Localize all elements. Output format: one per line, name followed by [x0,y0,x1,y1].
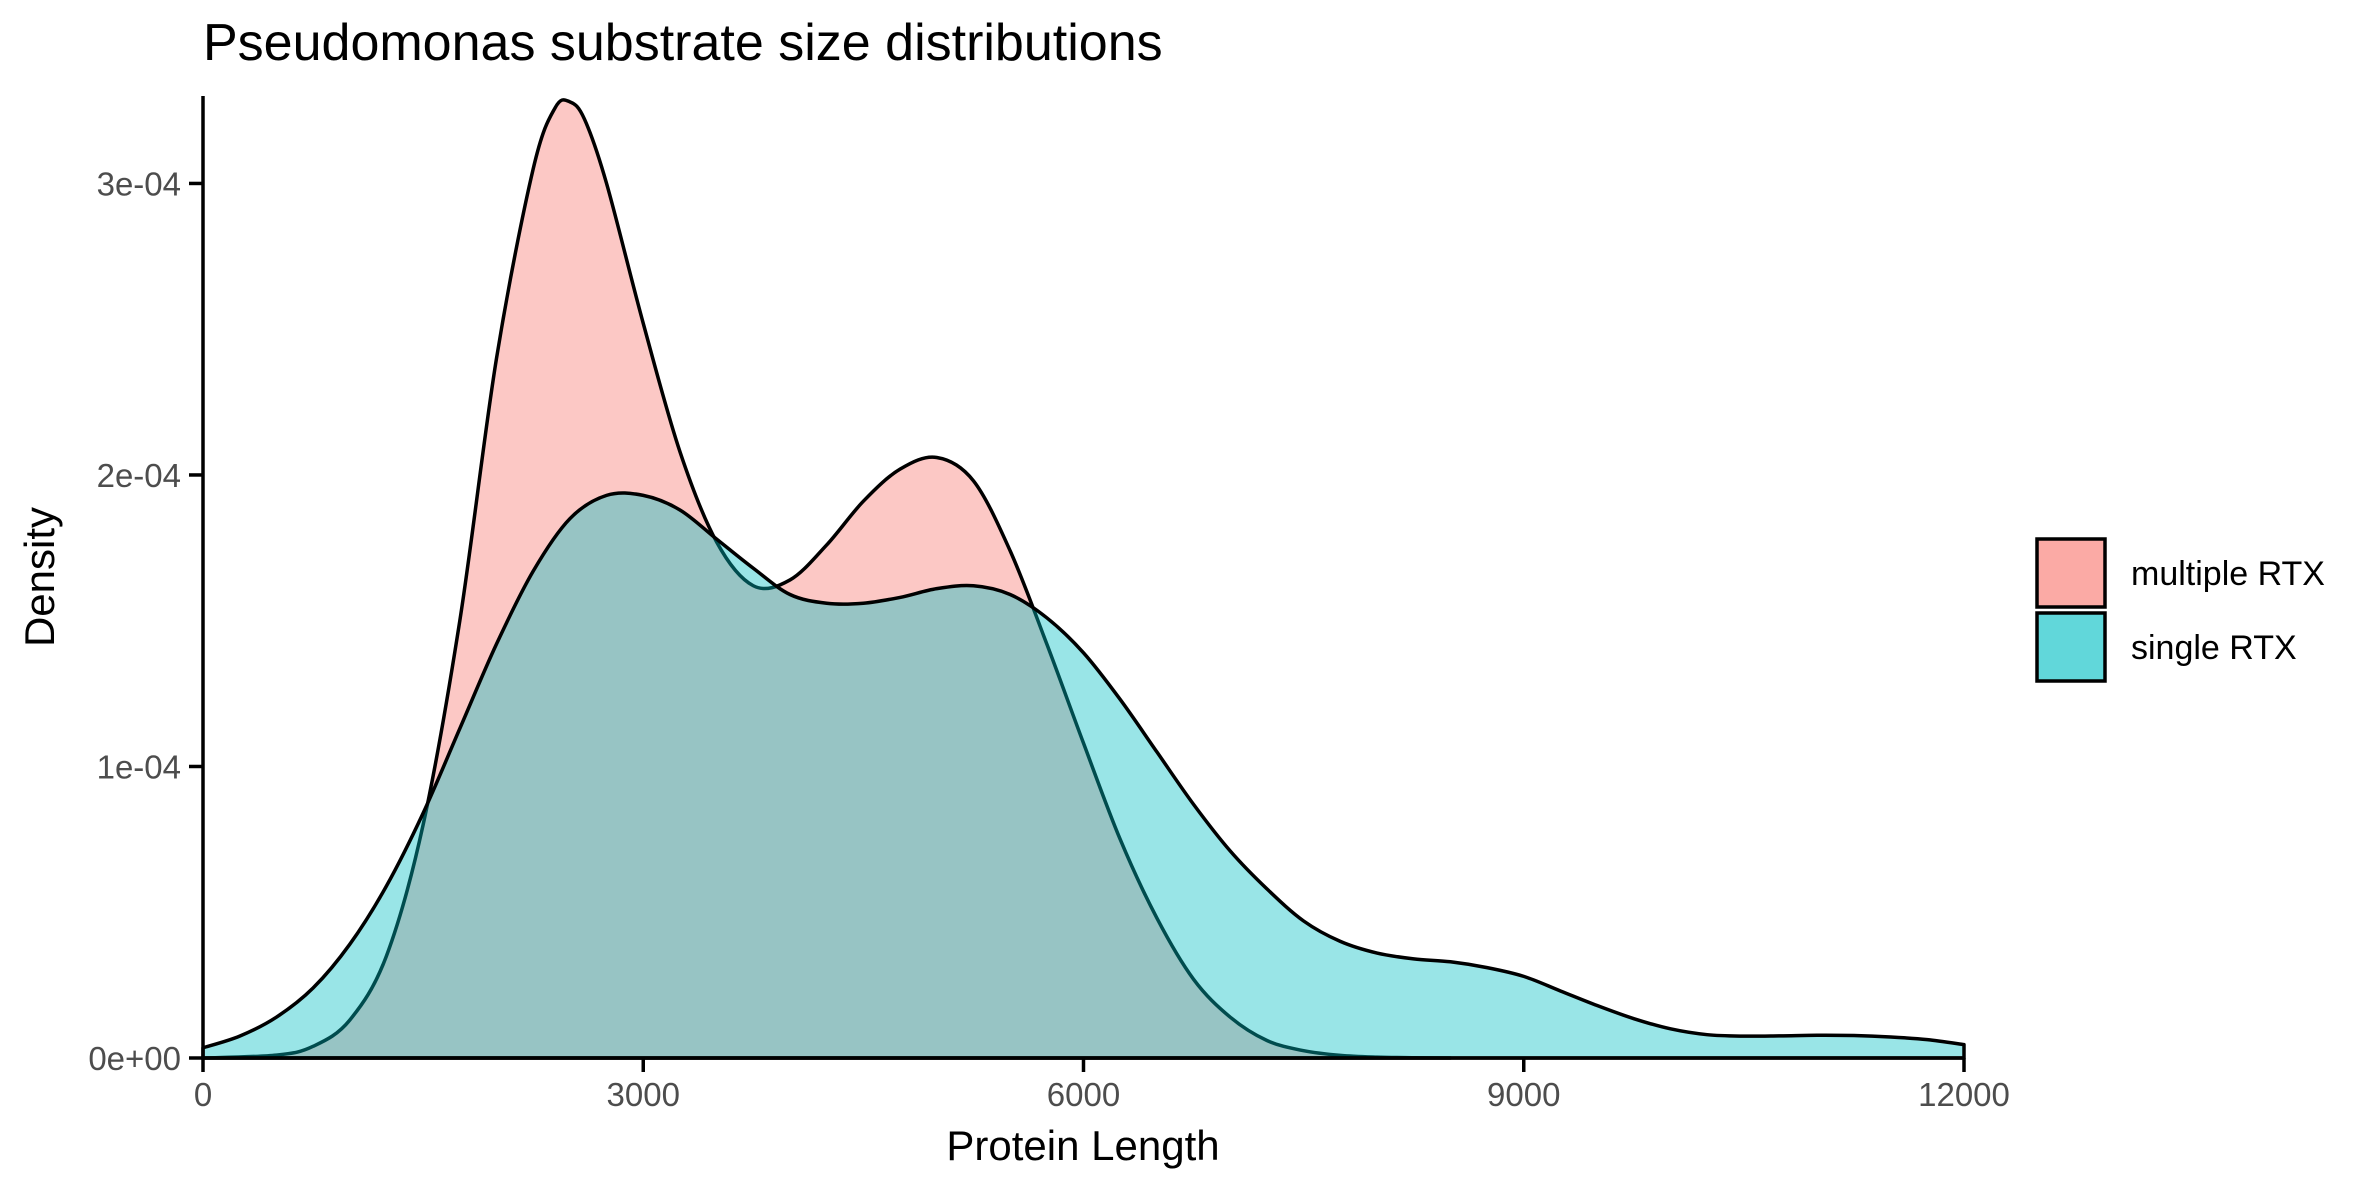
x-tick-label: 9000 [1487,1076,1560,1113]
y-axis-ticks: 0e+00 1e-04 2e-04 3e-04 [88,165,203,1077]
legend-label-single-rtx: single RTX [2131,629,2297,667]
legend-key-single-rtx [2035,611,2107,683]
y-axis-title: Density [16,507,63,647]
x-tick-label: 3000 [607,1076,680,1113]
density-area-multiple-rtx [201,98,1453,1060]
legend: multiple RTX single RTX [2035,537,2325,683]
x-axis-title: Protein Length [946,1122,1219,1169]
chart-title: Pseudomonas substrate size distributions [203,14,1163,72]
y-tick-label: 2e-04 [97,457,181,494]
x-tick-label: 6000 [1047,1076,1120,1113]
legend-label-multiple-rtx: multiple RTX [2131,555,2325,593]
legend-key-multiple-rtx [2035,537,2107,609]
x-tick-label: 0 [194,1076,212,1113]
x-tick-label: 12000 [1918,1076,2010,1113]
x-axis-ticks: 0 3000 6000 9000 12000 [194,1058,2010,1113]
density-areas [201,98,1966,1060]
y-tick-label: 3e-04 [97,165,181,202]
y-tick-label: 1e-04 [97,748,181,785]
density-area-single-rtx [201,491,1966,1060]
y-tick-label: 0e+00 [88,1040,181,1077]
